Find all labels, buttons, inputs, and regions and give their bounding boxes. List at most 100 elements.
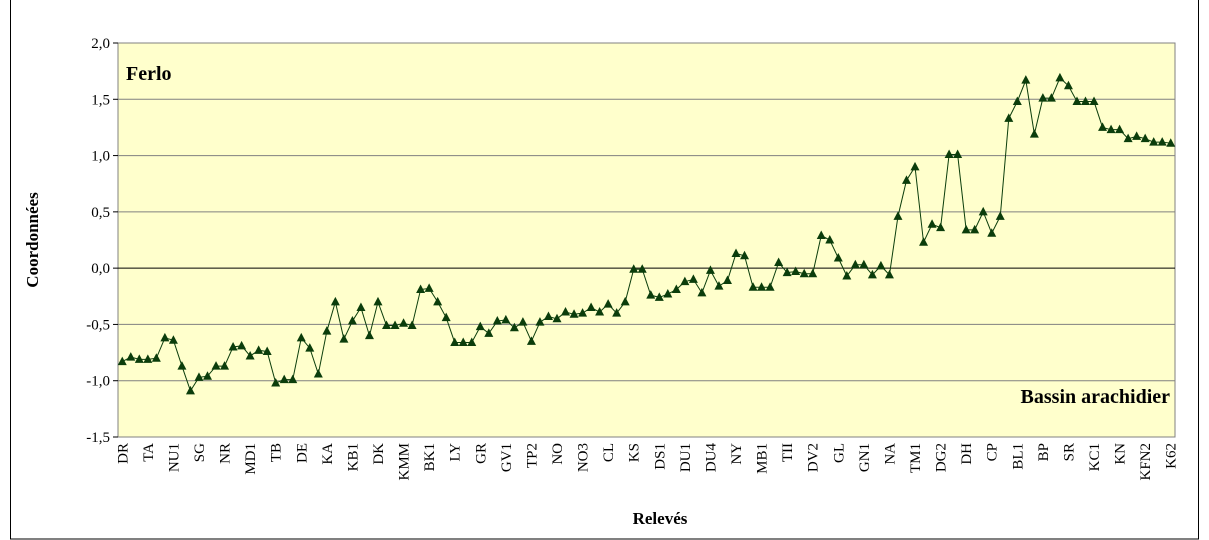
line [122,77,1171,392]
marker [1004,113,1014,122]
x-tick-label: GN1 [857,443,873,472]
y-tick-label: 0,0 [91,261,110,277]
marker [629,264,639,273]
x-tick-label: GV1 [499,443,515,472]
marker [944,149,954,158]
marker [782,267,792,277]
marker [970,224,980,234]
marker [876,260,886,270]
marker [322,326,332,335]
marker [671,284,681,294]
marker [177,361,187,370]
marker [441,312,451,322]
marker [330,296,340,306]
marker [1123,133,1133,143]
marker [927,219,937,228]
y-axis-title: Coordonnées [23,192,42,288]
marker [194,372,204,381]
x-tick-label: DR [115,443,131,464]
marker [390,320,400,330]
marker [1080,96,1090,106]
marker [705,265,715,274]
marker [509,322,519,332]
marker [168,335,178,344]
marker [424,283,434,292]
marker [748,282,758,291]
x-tick-label: DS1 [652,443,668,470]
x-tick-label: TII [780,443,796,462]
marker [842,271,852,280]
x-axis-title: Relevés [633,509,688,528]
marker [1115,124,1125,134]
marker [774,257,784,267]
y-tick-label: -1,0 [86,374,110,390]
x-tick-label: SR [1061,443,1077,461]
x-tick-label: DU4 [703,443,719,473]
x-tick-label: KA [320,443,336,465]
x-tick-label: KB1 [345,443,361,471]
marker [501,314,511,324]
marker [595,307,605,316]
x-tick-label: KC1 [1087,443,1103,471]
marker [1012,96,1022,106]
marker [1149,137,1159,146]
marker [987,228,997,237]
marker [816,230,826,239]
x-tick-label: NU1 [166,443,182,472]
x-tick-label: DG2 [934,443,950,472]
marker [228,341,238,351]
marker [296,332,306,342]
marker [262,346,272,355]
marker [518,317,528,326]
marker [859,259,869,269]
x-tick-label: CP [985,443,1001,461]
marker [220,361,230,370]
marker [1098,122,1108,131]
x-tick-label: NO [550,443,566,465]
marker [151,353,161,362]
marker [160,332,170,342]
y-tick-label: -1,5 [86,430,110,446]
marker [254,345,264,354]
x-tick-label: NO3 [576,443,592,472]
marker [1038,93,1048,102]
marker [961,224,971,234]
marker [561,307,571,316]
marker [850,259,860,269]
x-tick-label: KMM [397,443,413,481]
marker [697,287,707,297]
marker [484,328,494,337]
y-tick-label: 1,0 [91,149,110,165]
marker [919,237,929,246]
marker [211,361,221,370]
marker [475,321,485,331]
marker [364,330,374,340]
marker [450,337,460,346]
marker [492,316,502,325]
x-tick-label: LY [448,443,464,462]
marker [1072,96,1082,106]
x-tick-label: MB1 [755,443,771,474]
marker [339,334,349,343]
marker [416,284,426,294]
marker [305,343,315,352]
marker [825,235,835,244]
marker [203,371,213,380]
marker [978,206,988,216]
marker [757,282,767,291]
x-tick-label: BL1 [1010,443,1026,470]
marker [1140,133,1150,143]
y-tick-label: -0,5 [86,317,110,333]
x-tick-label: MD1 [243,443,259,475]
marker [1157,137,1167,146]
marker [901,175,911,184]
marker [808,268,818,278]
marker [126,352,136,361]
marker [143,354,153,363]
marker [373,296,383,306]
x-tick-label: DV2 [806,443,822,472]
x-tick-label: KN [1113,443,1129,465]
marker [1029,129,1039,138]
annotation: Bassin arachidier [1021,386,1171,408]
marker [799,268,809,278]
